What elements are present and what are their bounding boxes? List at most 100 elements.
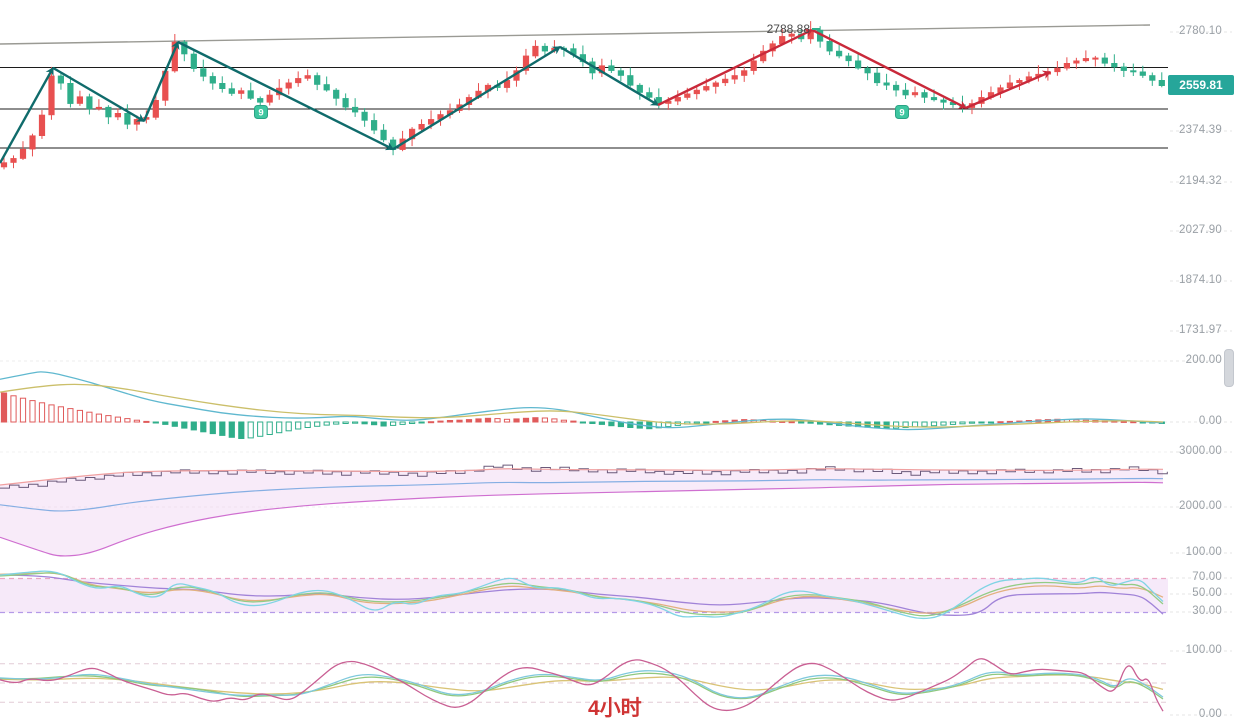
macd-histogram-bar (190, 421, 197, 431)
scrollbar-thumb[interactable] (1224, 349, 1234, 387)
macd-histogram-bar (162, 421, 169, 425)
price-axis-label: 100.00 (1185, 546, 1222, 558)
candle-body (1016, 80, 1023, 84)
macd-histogram-bar (437, 420, 444, 423)
price-axis-label: 2194.32 (1179, 175, 1222, 187)
macd-histogram-bar (38, 402, 46, 423)
macd-histogram-bar (333, 421, 340, 425)
macd-histogram-bar (608, 421, 615, 427)
macd-histogram-bar (930, 421, 938, 427)
macd-histogram-bar (124, 418, 131, 423)
zigzag-segment (657, 28, 813, 107)
macd-histogram-bar (266, 421, 273, 435)
macd-histogram-bar (276, 421, 283, 434)
macd-histogram-bar (247, 421, 254, 439)
macd-histogram-bar (541, 417, 548, 423)
bands-middle-line (0, 477, 1164, 512)
macd-histogram-bar (968, 421, 976, 424)
td9-marker: 9 (254, 105, 268, 119)
macd-histogram-bar (456, 419, 463, 423)
candle-body (1111, 62, 1118, 68)
candle-body (76, 96, 83, 104)
macd-histogram-bar (285, 421, 292, 432)
macd-dif-line (0, 371, 1164, 431)
macd-histogram-bar (95, 413, 103, 423)
candle-body (323, 84, 330, 91)
macd-histogram-bar (513, 418, 520, 423)
macd-histogram-bar (987, 421, 995, 424)
macd-histogram-bar (1120, 420, 1127, 423)
zigzag-segment (0, 67, 55, 164)
rsi-line-purple (0, 574, 1164, 616)
candle-body (238, 90, 245, 94)
rsi-line-cyan (0, 570, 1164, 620)
macd-histogram-bar (143, 420, 150, 423)
panel-kdj (0, 663, 1168, 703)
candle-body (788, 33, 795, 37)
candle-body (38, 114, 46, 137)
candle-body (105, 106, 112, 118)
candle-body (902, 89, 909, 96)
kdj-j-line (0, 658, 1164, 712)
candle-body (209, 76, 216, 84)
macd-histogram-bar (551, 418, 558, 423)
macd-histogram-bar (465, 419, 473, 423)
macd-histogram-bar (484, 417, 492, 423)
macd-histogram-bar (57, 406, 64, 423)
candle-body (674, 97, 681, 102)
candle-body (1092, 57, 1099, 60)
candle-body (133, 119, 141, 125)
panel-candlestick: 9 9 2788.88 (0, 21, 1168, 170)
bands-fill (0, 468, 1163, 557)
price-axis-label: 2374.39 (1179, 124, 1222, 136)
candle-body (703, 86, 710, 91)
candle-body (427, 119, 435, 125)
zigzag-segment (142, 41, 180, 122)
price-axis-label: 100.00 (1185, 644, 1222, 656)
candle-body (522, 55, 530, 71)
candle-body (57, 75, 64, 84)
macd-histogram-bar (314, 421, 321, 427)
macd-histogram-bar (105, 415, 112, 423)
macd-histogram-bar (352, 421, 359, 424)
macd-histogram-bar (29, 400, 36, 423)
candle-body (693, 89, 700, 95)
candle-body (342, 98, 349, 108)
candle-body (295, 78, 302, 84)
candle-body (1158, 80, 1165, 87)
macd-histogram-bar (693, 421, 700, 424)
candle-body (741, 70, 748, 76)
macd-histogram-bar (522, 417, 530, 423)
candle-body (617, 70, 624, 76)
macd-histogram-bar (503, 418, 511, 423)
macd-histogram-bar (1130, 421, 1137, 424)
candle-body (351, 106, 359, 113)
price-axis-label: 3000.00 (1179, 445, 1222, 457)
macd-histogram-bar (380, 421, 387, 427)
candle-body (370, 120, 378, 131)
zigzag-segment (965, 70, 1051, 110)
macd-histogram-bar (19, 397, 27, 423)
panel-rsi (0, 577, 1168, 614)
candle-body (541, 45, 548, 52)
candle-body (921, 92, 928, 98)
macd-histogram-bar (181, 421, 188, 429)
macd-histogram-bar (228, 421, 235, 438)
candle-body (854, 60, 862, 69)
macd-histogram-bar (1006, 420, 1013, 423)
zigzag-segment (559, 45, 659, 107)
rsi-line-green (0, 572, 1164, 617)
candle-body (48, 75, 55, 116)
candle-body (835, 50, 843, 57)
bands-upper-line (0, 468, 1164, 486)
macd-histogram-bar (342, 421, 349, 424)
macd-histogram-bar (219, 421, 226, 436)
macd-histogram-bar (238, 421, 245, 439)
candle-body (314, 75, 321, 85)
macd-histogram-bar (361, 421, 368, 425)
macd-histogram-bar (959, 421, 966, 425)
candle-body (124, 113, 131, 125)
candle-body (152, 100, 159, 118)
